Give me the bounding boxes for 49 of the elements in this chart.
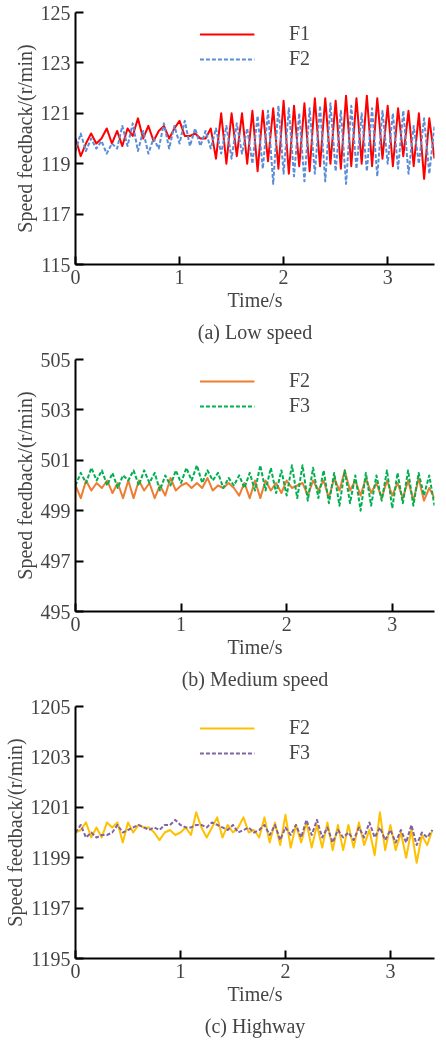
y-tick-label: 125 (40, 1, 71, 24)
y-tick-label: 115 (41, 253, 71, 276)
y-tick-label: 1199 (31, 846, 71, 869)
x-tick-label: 0 (70, 265, 81, 288)
legend-label: F3 (288, 741, 311, 764)
x-axis-title: Time/s (227, 982, 283, 1005)
y-tick-label: 499 (40, 499, 71, 522)
x-tick-label: 3 (385, 959, 396, 982)
legend-label: F2 (288, 47, 311, 70)
line-series (75, 811, 434, 864)
y-tick-label: 1205 (30, 695, 71, 718)
text: (b) Medium speed (181, 667, 329, 691)
x-tick-label: 1 (175, 959, 186, 982)
x-axis-title: Time/s (227, 635, 283, 658)
line-series (75, 464, 435, 512)
y-tick-label: 1197 (31, 897, 71, 920)
y-tick-label: 503 (40, 398, 71, 421)
x-tick-label: 0 (70, 959, 81, 982)
y-axis-title: Speed feedback/(r/min) (13, 44, 37, 233)
line-series (75, 818, 434, 847)
y-tick-label: 505 (40, 348, 71, 371)
y-tick-label: 495 (40, 600, 71, 623)
y-tick-label: 119 (41, 152, 71, 175)
x-tick-label: 2 (281, 612, 292, 635)
legend-label: F2 (288, 716, 311, 739)
y-tick-label: 121 (40, 102, 71, 125)
y-axis-title: Speed feedback/(r/min) (3, 738, 27, 927)
legend-label: F1 (288, 22, 311, 45)
y-tick-label: 501 (40, 449, 71, 472)
x-tick-label: 1 (176, 612, 187, 635)
legend-label: F3 (288, 394, 311, 417)
text: (a) Low speed (197, 320, 313, 344)
x-tick-label: 0 (70, 612, 81, 635)
y-tick-label: 1195 (31, 947, 71, 970)
y-tick-label: 497 (40, 550, 71, 573)
y-tick-label: 117 (41, 203, 71, 226)
y-tick-label: 1201 (30, 796, 71, 819)
x-tick-label: 3 (387, 612, 398, 635)
x-axis-title: Time/s (227, 288, 283, 311)
x-tick-label: 2 (278, 265, 289, 288)
line-series (75, 469, 435, 502)
text: (c) Highway (204, 1014, 306, 1038)
x-tick-label: 3 (382, 265, 393, 288)
y-tick-label: 1203 (30, 745, 71, 768)
x-tick-label: 2 (280, 959, 291, 982)
y-axis-title: Speed feedback/(r/min) (13, 391, 37, 580)
x-tick-label: 1 (174, 265, 185, 288)
legend-label: F2 (288, 369, 311, 392)
y-tick-label: 123 (40, 51, 71, 74)
